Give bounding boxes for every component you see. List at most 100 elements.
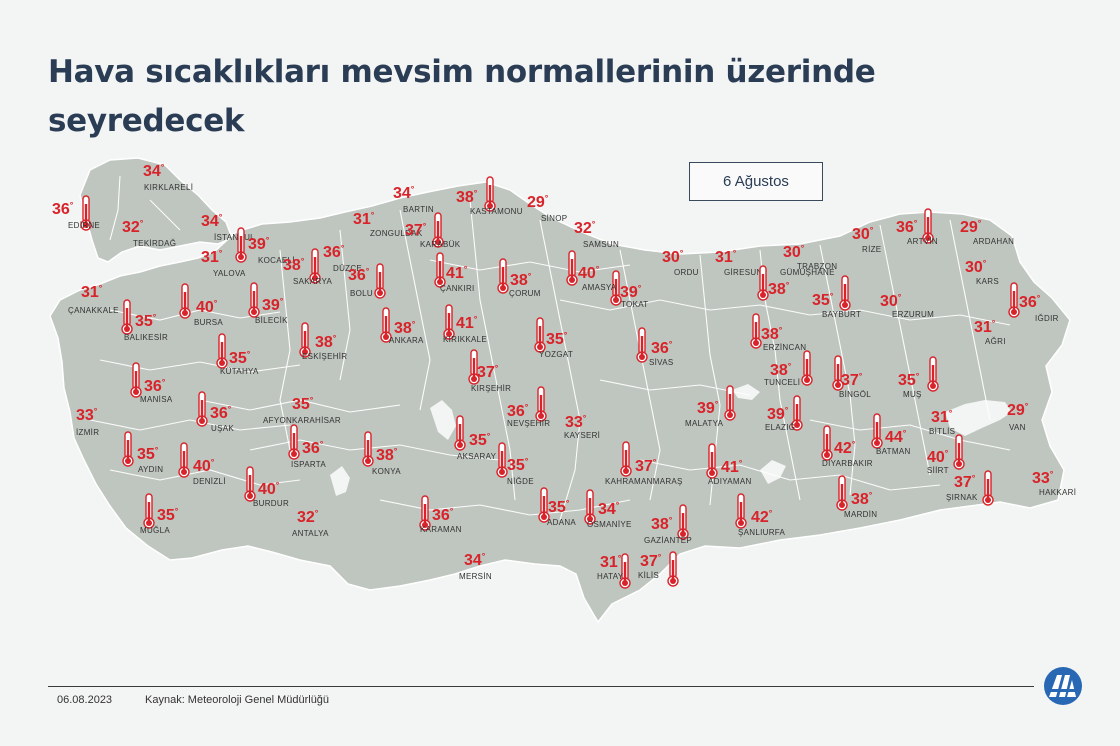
city-marker-aydin: 35° AYDIN xyxy=(122,431,163,474)
thermometer-icon xyxy=(432,212,444,248)
temperature-number: 36 xyxy=(210,405,228,422)
thermometer-icon xyxy=(832,355,844,391)
city-marker-kutahya: 35°KÜTAHYA xyxy=(216,333,259,376)
thermometer-icon xyxy=(468,349,480,385)
temperature-value: 34° xyxy=(393,184,415,202)
city-marker-biileciik: 39° BİLECİK xyxy=(248,282,288,325)
degree-symbol: ° xyxy=(545,193,549,203)
temperature-value: 33° xyxy=(565,413,587,431)
degree-symbol: ° xyxy=(70,200,74,210)
temperature-value: 38° xyxy=(768,280,790,298)
temperature-number: 40 xyxy=(927,449,945,466)
city-name: UŞAK xyxy=(211,424,234,433)
temperature-number: 36 xyxy=(1019,294,1037,311)
city-marker-ankara: 38°ANKARA xyxy=(380,307,424,345)
city-name: ADIYAMAN xyxy=(708,477,752,486)
thermometer-icon xyxy=(566,250,578,286)
temperature-number: 38 xyxy=(768,281,786,298)
thermometer-icon xyxy=(380,307,392,343)
degree-symbol: ° xyxy=(211,457,215,467)
temperature-number: 35 xyxy=(898,372,916,389)
degree-symbol: ° xyxy=(487,431,491,441)
temperature-number: 35 xyxy=(469,432,487,449)
temperature-number: 35 xyxy=(548,499,566,516)
degree-symbol: ° xyxy=(870,225,874,235)
temperature-value: 32° xyxy=(574,219,596,237)
degree-symbol: ° xyxy=(525,402,529,412)
temperature-value: 29° xyxy=(960,218,982,236)
temperature-number: 34 xyxy=(598,501,616,518)
city-marker-karaman: 36°KARAMAN xyxy=(419,495,461,534)
city-marker-erziincan: 38°ERZİNCAN xyxy=(750,313,806,352)
city-name: DENİZLİ xyxy=(193,477,226,486)
temperature-value: 30° xyxy=(852,225,874,243)
thermometer-icon xyxy=(534,317,546,353)
temperature-number: 34 xyxy=(464,552,482,569)
temperature-value: 38° xyxy=(761,325,783,343)
temperature-value: 35° xyxy=(137,445,159,463)
temperature-number: 34 xyxy=(201,213,219,230)
degree-symbol: ° xyxy=(992,318,996,328)
degree-symbol: ° xyxy=(914,218,918,228)
temperature-number: 38 xyxy=(651,516,669,533)
city-name: BURSA xyxy=(194,318,223,327)
degree-symbol: ° xyxy=(978,218,982,228)
city-marker-balikesiir: 35° BALIKESİR xyxy=(121,299,168,342)
city-marker-nevsehiir: 36°NEVŞEHİR xyxy=(507,386,550,428)
city-marker-sirnak: 37° ŞIRNAK xyxy=(946,470,994,506)
temperature-value: 41° xyxy=(721,458,743,476)
aa-logo xyxy=(1044,667,1082,705)
city-name: BALIKESİR xyxy=(124,333,168,342)
thermometer-icon xyxy=(750,313,762,349)
thermometer-icon xyxy=(216,333,228,369)
city-name: BİLECİK xyxy=(255,316,288,325)
city-name: KAHRAMANMARAŞ xyxy=(605,477,683,486)
temperature-number: 38 xyxy=(761,326,779,343)
city-marker-malatya: 39° MALATYA xyxy=(685,385,736,428)
city-marker-iistanbul: 34° İSTANBUL xyxy=(201,212,255,242)
thermometer-icon xyxy=(871,413,883,449)
thermometer-icon xyxy=(538,487,550,523)
city-marker-biitliis: 31°BİTLİS xyxy=(929,408,955,436)
temperature-value: 36° xyxy=(651,339,673,357)
lake-van xyxy=(945,400,1012,436)
city-name: YALOVA xyxy=(213,269,246,278)
city-name: BOLU xyxy=(350,289,373,298)
temperature-value: 38° xyxy=(376,446,398,464)
temperature-value: 30° xyxy=(783,243,805,261)
degree-symbol: ° xyxy=(525,456,529,466)
degree-symbol: ° xyxy=(474,188,478,198)
city-marker-agri: 31°AĞRI xyxy=(974,318,1005,346)
temperature-number: 36 xyxy=(302,440,320,457)
thermometer-icon xyxy=(619,553,631,589)
city-name: GAZİANTEP xyxy=(644,536,692,545)
temperature-number: 29 xyxy=(960,219,978,236)
temperature-number: 31 xyxy=(81,284,99,301)
city-marker-mugla: 35° MUĞLA xyxy=(140,493,179,535)
temperature-number: 36 xyxy=(651,340,669,357)
thermometer-icon xyxy=(497,258,509,294)
temperature-value: 35° xyxy=(157,506,179,524)
temperature-number: 36 xyxy=(507,403,525,420)
temperature-number: 38 xyxy=(283,257,301,274)
temperature-number: 31 xyxy=(715,249,733,266)
degree-symbol: ° xyxy=(155,445,159,455)
temperature-value: 40° xyxy=(196,298,218,316)
city-marker-diiyarbakir: 42° DİYARBAKIR xyxy=(821,425,873,468)
city-marker-yozgat: 35° YOZGAT xyxy=(534,317,573,359)
temperature-number: 35 xyxy=(229,350,247,367)
city-marker-konya: 38° KONYA xyxy=(362,431,401,476)
temperature-value: 31° xyxy=(600,553,622,571)
degree-symbol: ° xyxy=(320,439,324,449)
degree-symbol: ° xyxy=(495,363,499,373)
city-name: MANİSA xyxy=(140,395,173,404)
city-name: RİZE xyxy=(862,245,881,254)
degree-symbol: ° xyxy=(658,552,662,562)
degree-symbol: ° xyxy=(1037,293,1041,303)
page-title: Hava sıcaklıkları mevsim normallerinin ü… xyxy=(48,54,876,139)
city-marker-iizmiir: 33° İZMİR xyxy=(76,406,99,437)
footer-source: Kaynak: Meteoroloji Genel Müdürlüğü xyxy=(145,694,330,706)
temperature-value: 35° xyxy=(229,349,251,367)
degree-symbol: ° xyxy=(903,428,907,438)
lake-ataturk-dam xyxy=(760,460,786,484)
